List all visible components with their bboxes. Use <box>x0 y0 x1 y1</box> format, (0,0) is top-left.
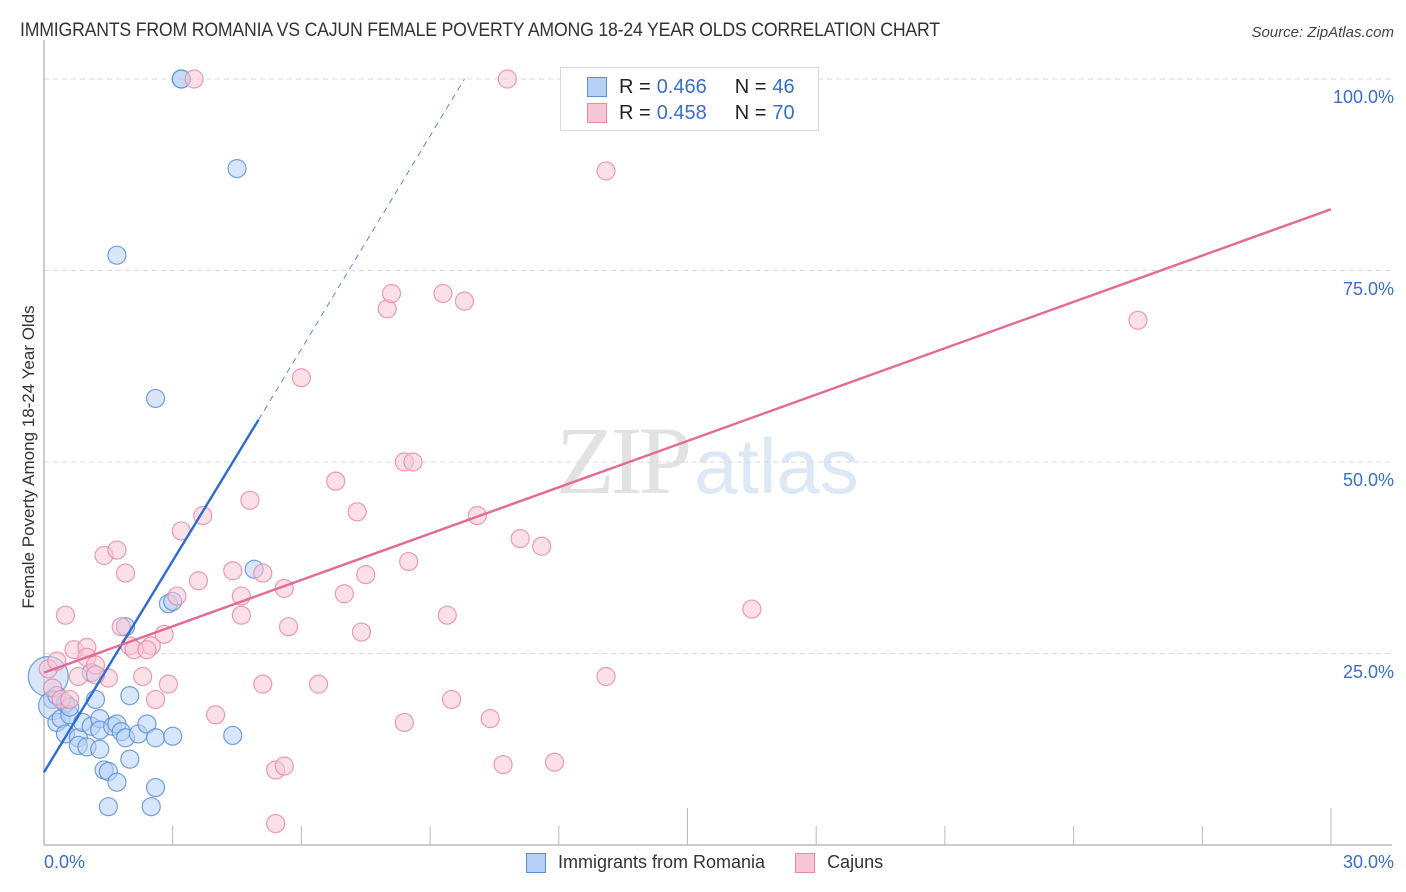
y-axis-label: Female Poverty Among 18-24 Year Olds <box>19 305 38 609</box>
cajun-data-point <box>206 705 226 725</box>
cajun-data-point <box>544 752 565 772</box>
legend-row-cajun: R = 0.458 N = 70 <box>587 101 795 125</box>
cajun-data-point <box>85 665 106 685</box>
cajun-data-point <box>133 666 153 687</box>
cajun-data-point <box>441 689 462 710</box>
romania-data-point <box>145 777 166 798</box>
romania-data-point <box>107 772 127 792</box>
romania-data-point <box>141 797 161 817</box>
x-axis-max-label: 30.0% <box>1342 852 1394 872</box>
cajun-data-point <box>60 689 80 710</box>
cajun-data-point <box>742 599 762 619</box>
n-value: 70 <box>772 101 795 124</box>
cajun-data-point <box>510 528 530 549</box>
cajun-data-point <box>291 368 311 388</box>
n-value: 46 <box>772 75 795 98</box>
cajun-data-point <box>253 674 273 694</box>
romania-data-point <box>137 714 157 734</box>
cajun-data-point <box>223 561 243 581</box>
cajun-data-point <box>433 283 453 304</box>
romania-swatch-icon <box>587 77 607 97</box>
x-axis-min-label: 0.0% <box>44 852 86 872</box>
romania-trendline <box>42 419 260 773</box>
legend-label-romania: Immigrants from Romania <box>558 852 766 872</box>
cajun-data-point <box>278 617 299 637</box>
cajun-data-point <box>107 540 127 560</box>
legend-row-romania: R = 0.466 N = 46 <box>587 75 795 99</box>
r-value: 0.466 <box>656 75 707 98</box>
romania-data-point <box>227 159 247 179</box>
cajun-data-point <box>399 551 419 572</box>
romania-data-point <box>120 749 140 769</box>
romania-trendline-extension <box>258 78 465 421</box>
cajun-data-point <box>145 689 166 710</box>
source-label: Source: ZipAtlas.com <box>1251 24 1394 41</box>
legend-label-cajun: Cajuns <box>827 852 884 872</box>
cajun-data-point <box>111 617 131 637</box>
romania-data-point <box>120 686 140 706</box>
romania-data-point <box>145 728 166 748</box>
series-legend: Immigrants from Romania Cajuns <box>526 852 913 873</box>
cajun-data-point <box>55 605 76 625</box>
cajun-trendline <box>43 208 1332 674</box>
cajun-data-point <box>188 571 209 591</box>
cajun-data-point <box>266 813 286 834</box>
r-value: 0.458 <box>656 101 707 124</box>
cajun-data-point <box>240 490 260 510</box>
chart-title: IMMIGRANTS FROM ROMANIA VS CAJUN FEMALE … <box>20 20 940 41</box>
y-tick-label: 75.0% <box>1342 278 1394 299</box>
cajun-data-point <box>308 674 329 694</box>
cajun-data-point <box>158 674 179 694</box>
y-tick-label: 25.0% <box>1342 661 1394 682</box>
romania-data-point <box>90 739 110 759</box>
cajun-data-point <box>115 563 136 583</box>
romania-data-point <box>107 245 127 265</box>
cajun-data-point <box>68 666 88 687</box>
cajun-data-point <box>253 563 273 583</box>
cajun-swatch-icon <box>587 103 607 123</box>
cajun-data-point <box>167 586 187 606</box>
cajun-data-point <box>356 565 376 585</box>
cajun-data-point <box>351 622 372 642</box>
romania-swatch-icon <box>526 852 546 873</box>
cajun-data-point <box>231 605 251 625</box>
correlation-legend: R = 0.466 N = 46 R = 0.458 N = 70 <box>560 67 819 131</box>
y-tick-label: 100.0% <box>1332 87 1394 107</box>
cajun-data-point <box>347 502 367 522</box>
cajun-data-point <box>437 605 457 625</box>
cajun-data-point <box>274 756 294 776</box>
cajun-data-point <box>394 712 414 733</box>
cajun-data-point <box>480 709 500 729</box>
cajun-data-point <box>403 452 423 472</box>
romania-data-point <box>163 726 183 746</box>
legend-item-romania[interactable]: Immigrants from Romania <box>526 852 765 873</box>
cajun-data-point <box>381 283 402 304</box>
y-tick-label: 50.0% <box>1342 470 1394 490</box>
cajun-data-point <box>596 161 616 181</box>
romania-data-point <box>145 388 166 409</box>
cajun-data-point <box>454 291 475 311</box>
r-label: R = <box>619 101 651 124</box>
romania-data-point <box>223 725 243 746</box>
n-label: N = <box>734 101 767 124</box>
romania-data-point <box>98 797 118 817</box>
cajun-data-point <box>596 666 616 687</box>
cajun-data-point <box>137 640 157 660</box>
cajun-data-point <box>497 69 517 89</box>
cajun-data-point <box>326 471 346 491</box>
cajun-data-point <box>493 754 513 775</box>
n-label: N = <box>734 75 767 98</box>
cajun-data-point <box>184 69 204 89</box>
cajun-swatch-icon <box>795 852 816 873</box>
cajun-data-point <box>334 584 354 604</box>
legend-item-cajun[interactable]: Cajuns <box>795 852 883 873</box>
cajun-data-point <box>532 536 552 556</box>
r-label: R = <box>619 75 651 98</box>
cajun-data-point <box>1128 310 1148 330</box>
